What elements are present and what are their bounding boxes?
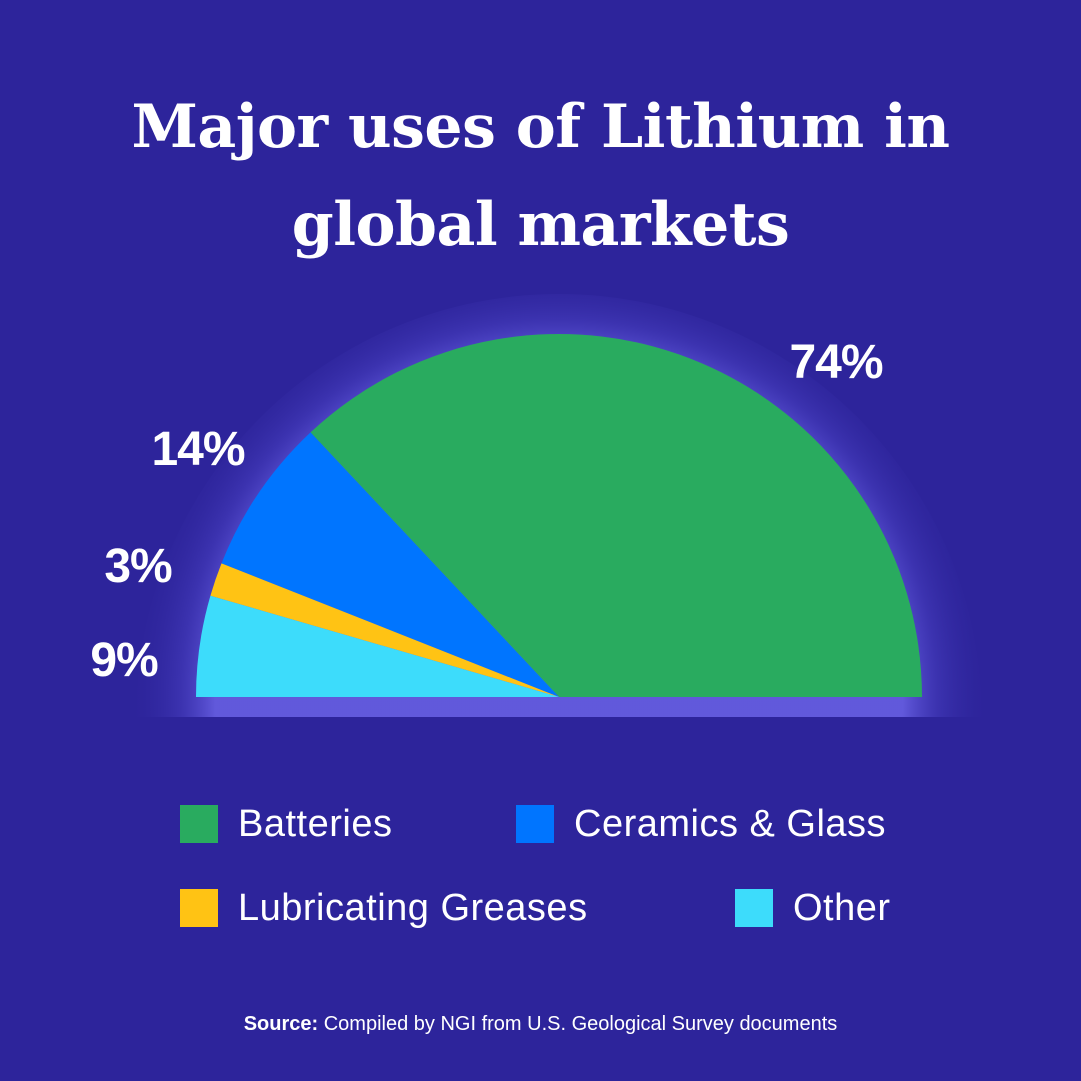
pie-slice-batteries [310, 333, 922, 697]
source-label: Source: [243, 1013, 319, 1035]
pie-value-label-other: 9% [90, 634, 158, 687]
chart-title-line-1: Major uses of Lithium in [131, 92, 950, 162]
chart-title-line-2: global markets [291, 190, 790, 260]
source-text: Compiled by NGI from U.S. Geological Sur… [323, 1013, 838, 1035]
pie-slices [196, 333, 922, 697]
pie-slice-lubricating-greases [210, 563, 559, 697]
pie-value-label-ceramics-glass: 14% [151, 423, 244, 476]
pie-value-labels: 74% 14% 3% 9% [90, 336, 884, 687]
chart-title: Major uses of Lithium in global markets [0, 78, 1081, 274]
pie-slice-other [196, 595, 559, 697]
pie-slice-ceramics-glass [221, 432, 560, 697]
pie-value-label-lubricating-greases: 3% [104, 540, 172, 593]
pie-value-label-batteries: 74% [789, 336, 882, 389]
source-note: Source: Compiled by NGI from U.S. Geolog… [0, 1013, 1081, 1036]
